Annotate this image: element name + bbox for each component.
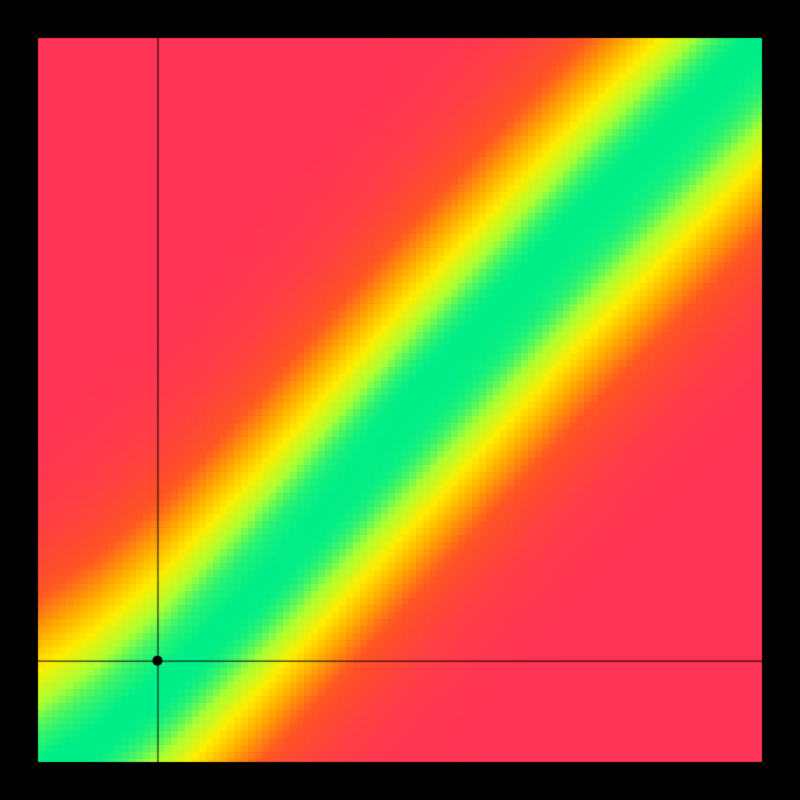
chart-container: TheBottleneck.com — [0, 0, 800, 800]
bottleneck-heatmap — [0, 0, 800, 800]
